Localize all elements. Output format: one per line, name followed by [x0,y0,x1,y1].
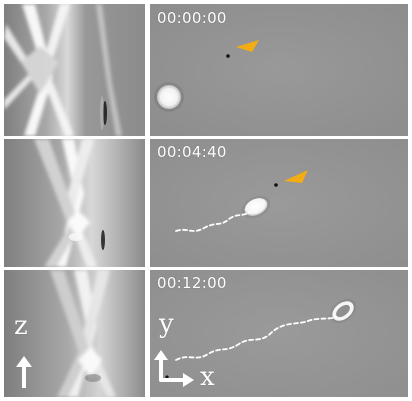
z-axis-label: z [14,311,28,341]
row-1-left-panel [4,4,145,136]
row-1-arrowhead-icon [236,40,259,52]
row-3-timestamp: 00:12:00 [157,274,227,292]
row-2-right-panel: 00:04:40 [150,139,408,267]
row-3-particle [165,375,169,379]
row-1-particle [226,54,230,58]
row-1-timestamp: 00:00:00 [157,9,227,27]
row-2-arrowhead-icon [284,170,308,183]
row-2-particle [274,183,278,187]
row-3-left-panel: z [4,270,145,397]
xy-axis-arrows-icon [154,350,194,387]
row-3-right-panel: 00:12:00 y x [150,270,408,397]
row-2-trajectory-trail [175,211,251,232]
row-2-top-view-image [150,139,408,267]
row-2-side-view-image [4,139,145,267]
row-1-right-panel: 00:00:00 [150,4,408,136]
z-arrow-icon [16,356,32,388]
row-2-timestamp: 00:04:40 [157,143,227,161]
row-1-top-view-image [150,4,408,136]
x-axis-label: x [200,362,215,392]
y-axis-label: y [159,309,174,339]
row-3-trajectory-trail [175,316,337,361]
row-2-left-panel [4,139,145,267]
row-3-top-view-image [150,270,408,397]
row-1-side-view-image [4,4,145,136]
row-3-side-view-image [4,270,145,397]
